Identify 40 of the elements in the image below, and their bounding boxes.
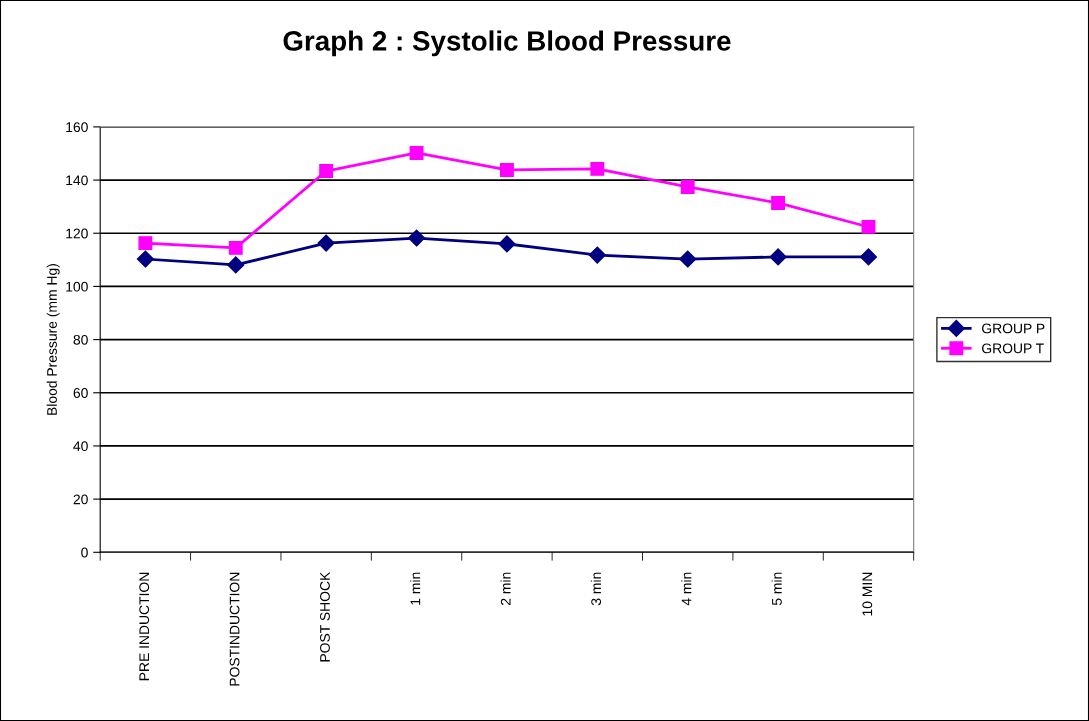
legend-label: GROUP P bbox=[982, 323, 1045, 334]
point bbox=[136, 250, 154, 268]
y-tick-label: 60 bbox=[73, 388, 88, 398]
x-tick-label: 10 MIN bbox=[862, 572, 873, 616]
x-tick-label: 3 min bbox=[590, 572, 602, 606]
y-tick-label: 80 bbox=[73, 334, 88, 345]
point bbox=[319, 164, 334, 178]
x-tick-label: 1 min bbox=[410, 572, 421, 605]
point bbox=[407, 229, 426, 247]
point bbox=[859, 248, 878, 266]
y-tick-label: 140 bbox=[66, 175, 88, 186]
chart-title: Graph 2 : Systolic Blood Pressure bbox=[283, 30, 731, 57]
x-tick-label: POSTINDUCTION bbox=[229, 572, 240, 686]
x-tick-label: 5 min bbox=[771, 572, 782, 606]
point bbox=[228, 240, 243, 255]
point bbox=[590, 161, 605, 176]
y-tick-label: 100 bbox=[66, 281, 88, 292]
point bbox=[498, 235, 516, 253]
y-tick-label: 120 bbox=[66, 228, 88, 239]
point bbox=[769, 248, 787, 266]
x-tick-label: POST SHOCK bbox=[320, 571, 330, 662]
point bbox=[861, 219, 876, 234]
point bbox=[588, 246, 606, 264]
y-tick-label: 0 bbox=[81, 547, 88, 558]
legend-label: GROUP T bbox=[982, 343, 1044, 354]
point bbox=[227, 256, 245, 274]
point bbox=[680, 180, 695, 194]
point bbox=[679, 250, 697, 268]
point bbox=[409, 146, 424, 160]
x-tick-label: PRE INDUCTION bbox=[139, 572, 150, 681]
x-tick-label: 4 min bbox=[681, 572, 692, 606]
y-axis-title: Blood Pressure (mm Hg) bbox=[46, 264, 60, 415]
point bbox=[499, 163, 514, 177]
y-tick-label: 20 bbox=[73, 494, 88, 505]
point bbox=[138, 236, 153, 251]
point bbox=[771, 195, 786, 210]
x-tick-label: 2 min bbox=[500, 572, 511, 605]
y-tick-label: 40 bbox=[73, 441, 88, 452]
y-tick-label: 160 bbox=[66, 122, 88, 133]
point bbox=[317, 234, 335, 252]
